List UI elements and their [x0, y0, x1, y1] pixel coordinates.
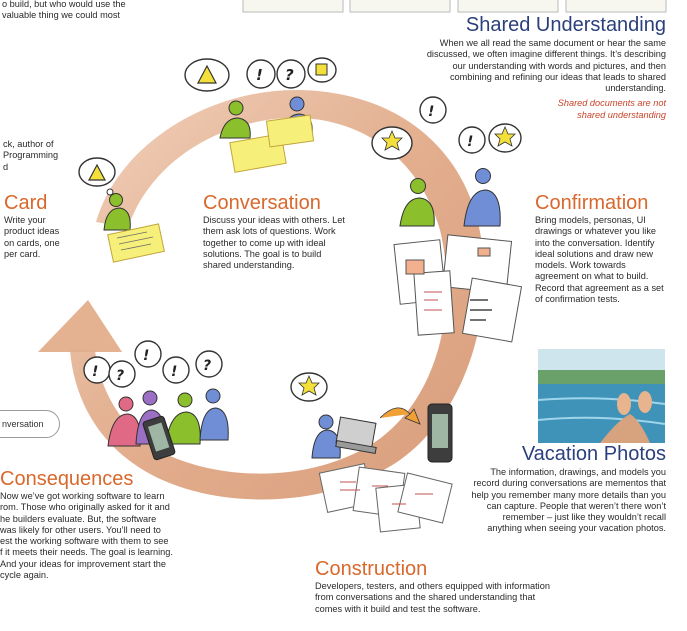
text-line: record during conversations are mementos… — [473, 478, 666, 489]
shared-understanding-title: Shared Understanding — [465, 14, 666, 36]
construction-section: Construction Developers, testers, and ot… — [315, 557, 575, 615]
text-line: Bring models, personas, UI — [535, 215, 646, 225]
text-line: comes with it build and test the softwar… — [315, 603, 481, 614]
confirmation-section: Confirmation Bring models, personas, UI … — [535, 191, 675, 305]
fragment-line: Programming — [3, 150, 59, 161]
shared-understanding-text: When we all read the same document or he… — [420, 38, 666, 94]
text-line: per card. — [4, 248, 41, 259]
text-line: drawings or whatever you like — [535, 226, 657, 237]
consequences-section: Consequences Now we’ve got working softw… — [0, 467, 190, 581]
vacation-photos-title: Vacation Photos — [521, 443, 666, 465]
vacation-photos-section: Vacation Photos The information, drawing… — [440, 442, 666, 535]
text-line: Discuss your ideas with others. Let — [203, 215, 345, 225]
construction-text: Developers, testers, and others equipped… — [315, 581, 575, 615]
consequences-title: Consequences — [0, 468, 134, 490]
text-line: solutions. The goal is to build — [203, 248, 322, 259]
text-line: models. Work towards — [535, 260, 626, 271]
text-line: was likely for other users. You’ll need … — [0, 524, 161, 535]
svg-text:!: ! — [467, 134, 473, 150]
confirmation-people: ! ! — [371, 96, 523, 343]
text-line: together to come up with ideal — [203, 237, 326, 248]
conversation-pill-label: nversation — [2, 419, 44, 429]
text-line: he builders evaluate. But, the software — [0, 513, 157, 524]
conversation-title: Conversation — [203, 192, 321, 214]
text-line: them ask lots of questions. Work — [203, 226, 336, 237]
confirmation-text: Bring models, personas, UI drawings or w… — [535, 215, 675, 305]
text-line: understanding. — [605, 83, 666, 94]
card-text: Write your product ideas on cards, one p… — [4, 215, 74, 260]
author-fragment: ck, author of Programming d — [3, 139, 63, 173]
construction-people — [290, 372, 453, 533]
card-section: Card Write your product ideas on cards, … — [4, 191, 74, 260]
svg-text:!: ! — [143, 348, 149, 364]
text-line: shared understanding. — [203, 260, 295, 271]
text-line: remember – just like they wouldn’t recal… — [502, 512, 666, 523]
svg-text:?: ? — [285, 66, 294, 84]
text-line: The information, drawings, and models yo… — [490, 467, 666, 477]
svg-text:?: ? — [116, 368, 124, 384]
text-line: rom. Those who originally asked for it a… — [0, 502, 170, 513]
fragment-line: valuable thing we could most — [2, 10, 120, 21]
text-line: discussed, we often imagine different th… — [426, 49, 666, 60]
text-line: When we all read the same document or he… — [439, 38, 666, 48]
text-line: product ideas — [4, 226, 60, 237]
shared-understanding-section: Shared Understanding When we all read th… — [420, 12, 666, 121]
text-line: Record that agreement as a set — [535, 282, 664, 293]
svg-text:!: ! — [428, 104, 434, 120]
svg-text:!: ! — [171, 364, 177, 380]
text-line: cycle again. — [0, 570, 49, 581]
fragment-line: ck, author of — [3, 139, 54, 149]
text-line: agreement on what to build. — [535, 271, 649, 282]
text-line: our understanding with words and picture… — [452, 60, 667, 71]
text-line: help you remember many more details than… — [471, 489, 666, 500]
vacation-photo — [537, 349, 666, 443]
svg-text:?: ? — [203, 358, 211, 374]
text-line: of confirmation tests. — [535, 294, 620, 305]
conversation-section: Conversation Discuss your ideas with oth… — [203, 191, 383, 271]
cycle-arrow-head — [38, 300, 122, 352]
consequences-text: Now we’ve got working software to learn … — [0, 491, 190, 581]
text-line: est the working software with them to se… — [0, 536, 169, 547]
text-line: Developers, testers, and others equipped… — [315, 581, 550, 591]
top-sticky-notes — [242, 0, 667, 13]
text-line: combining and refining our ideas that le… — [449, 71, 666, 82]
shared-understanding-note: Shared documents are not shared understa… — [420, 98, 666, 121]
fragment-line: o build, but who would use the — [2, 0, 126, 9]
conversation-people: ! ? — [184, 57, 337, 173]
conversation-text: Discuss your ideas with others. Let them… — [203, 215, 383, 271]
note-line: Shared documents are not — [557, 98, 666, 109]
text-line: from conversations and the shared unders… — [315, 592, 536, 603]
vacation-photos-text: The information, drawings, and models yo… — [440, 467, 666, 535]
consequences-people: ! ? ! ! ? — [83, 340, 229, 461]
text-line: f it meets their needs. The goal is lear… — [0, 547, 173, 558]
conversation-pill: nversation — [0, 410, 60, 438]
text-line: anything when seeing your vacation photo… — [487, 523, 666, 534]
text-line: Now we’ve got working software to learn — [0, 491, 165, 501]
text-line: into the conversation. Identify — [535, 237, 655, 248]
text-line: ideal solutions and draw new — [535, 248, 653, 259]
confirmation-title: Confirmation — [535, 192, 649, 214]
note-line: shared understanding — [577, 109, 666, 120]
fragment-line: d — [3, 161, 9, 172]
text-line: Write your — [4, 215, 46, 225]
svg-text:!: ! — [92, 364, 98, 380]
card-person — [78, 157, 165, 263]
text-line: on cards, one — [4, 237, 60, 248]
text-line: And your ideas for improvement start the — [0, 558, 166, 569]
top-left-fragment: o build, but who would use the valuable … — [2, 0, 152, 22]
construction-title: Construction — [315, 558, 428, 580]
svg-text:!: ! — [256, 66, 263, 84]
text-line: can capture. People that weren’t there w… — [486, 500, 666, 511]
card-title: Card — [4, 192, 48, 214]
